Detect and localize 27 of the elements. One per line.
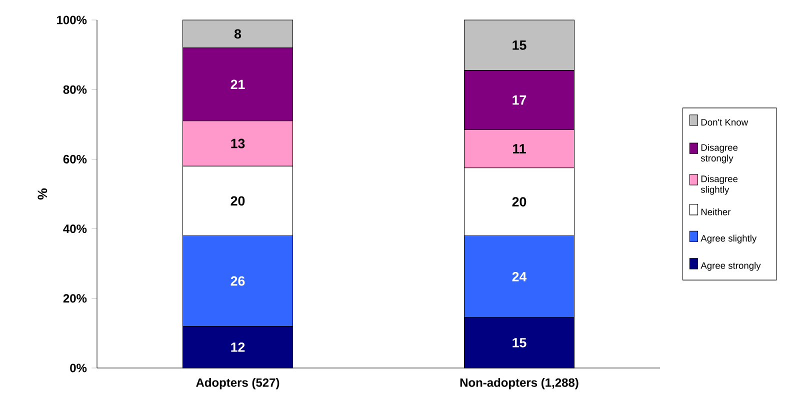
- y-axis-title: %: [38, 188, 48, 200]
- x-tick-label: Non-adopters (1,288): [460, 378, 578, 390]
- legend-label: Agree strongly: [700, 262, 761, 271]
- legend-label: Agree slightly: [700, 234, 757, 244]
- data-label: 24: [512, 272, 527, 282]
- data-label: 26: [230, 276, 245, 286]
- data-label: 17: [512, 95, 526, 105]
- data-label: 8: [234, 29, 242, 39]
- y-tick-label: 40%: [63, 224, 87, 234]
- data-label: 12: [231, 342, 245, 352]
- y-tick-label: 60%: [63, 154, 87, 164]
- data-label: 13: [231, 138, 245, 148]
- data-label: 20: [512, 197, 526, 207]
- data-label: 15: [512, 40, 526, 50]
- y-tick-label: 20%: [63, 294, 87, 303]
- y-tick-label: 0%: [70, 364, 87, 372]
- data-label: 21: [230, 80, 245, 90]
- legend-label: Disagree slightly: [700, 175, 738, 195]
- data-label: 20: [230, 196, 245, 206]
- legend-label: Disagree strongly: [700, 144, 738, 164]
- legend-label: Neither: [701, 208, 731, 216]
- data-label: 11: [513, 144, 526, 154]
- y-tick-label: 100%: [57, 16, 87, 24]
- legend-label: Don't Know: [701, 119, 748, 126]
- x-tick-label: Adopters (527): [196, 378, 280, 390]
- data-label: 15: [512, 338, 526, 348]
- y-tick-label: 80%: [63, 85, 87, 94]
